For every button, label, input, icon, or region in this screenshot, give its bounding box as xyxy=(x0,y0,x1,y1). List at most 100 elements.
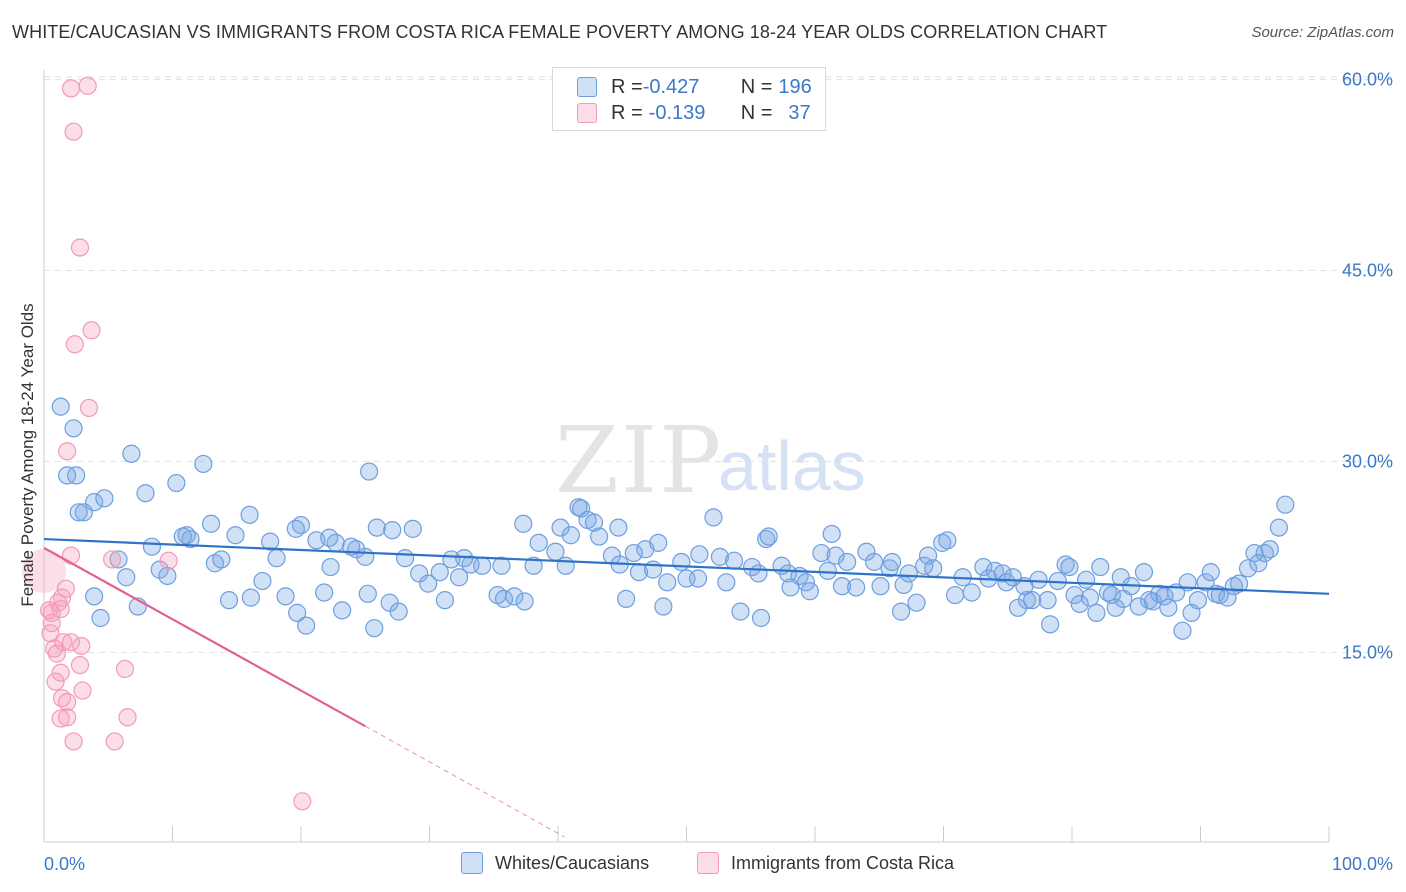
point-costa-rica xyxy=(56,579,75,598)
point-white xyxy=(435,591,455,610)
point-white xyxy=(749,564,768,583)
point-white xyxy=(672,552,691,572)
point-white xyxy=(1065,585,1084,605)
point-white xyxy=(1134,563,1154,582)
point-white xyxy=(1238,559,1258,578)
point-white xyxy=(515,592,534,611)
point-white xyxy=(85,587,104,606)
point-white xyxy=(367,518,386,537)
point-white xyxy=(74,503,93,522)
point-white xyxy=(58,466,77,485)
point-white xyxy=(315,583,334,602)
point-costa-rica xyxy=(47,644,66,663)
legend-n-label: N = xyxy=(740,75,773,98)
point-white xyxy=(91,608,110,628)
point-white xyxy=(136,484,155,503)
point-white xyxy=(1080,588,1100,607)
point-white xyxy=(95,489,114,508)
point-white xyxy=(173,527,192,546)
point-costa-rica xyxy=(61,633,81,652)
point-white xyxy=(1245,543,1264,563)
y-tick-label: 30.0% xyxy=(1342,451,1393,471)
legend-label-whites: Whites/Caucasians xyxy=(495,852,650,873)
point-white xyxy=(529,533,548,552)
legend-item-costa-rica[interactable]: Immigrants from Costa Rica xyxy=(697,852,954,874)
point-costa-rica xyxy=(58,692,77,712)
point-white xyxy=(288,603,307,622)
source-label: Source: ZipAtlas.com xyxy=(1251,24,1394,41)
point-costa-rica xyxy=(73,681,92,700)
point-white xyxy=(688,569,708,588)
point-white xyxy=(1260,540,1279,559)
point-white xyxy=(945,585,965,605)
watermark-atlas: atlas xyxy=(718,427,866,505)
point-white xyxy=(194,454,213,474)
point-white xyxy=(658,573,677,592)
point-costa-rica xyxy=(51,709,70,728)
point-white xyxy=(212,550,231,569)
point-white xyxy=(241,588,260,607)
point-costa-rica xyxy=(54,633,73,652)
point-white xyxy=(430,563,449,582)
point-white xyxy=(1129,597,1148,616)
legend-n-label: N = xyxy=(740,101,773,124)
point-white xyxy=(654,597,673,616)
point-white xyxy=(924,559,943,578)
point-costa-rica xyxy=(46,672,65,691)
point-costa-rica xyxy=(105,732,124,751)
point-white xyxy=(51,397,70,416)
point-white xyxy=(717,573,736,592)
legend-row-whites: R = -0.427 N = 196 xyxy=(577,74,812,100)
point-white xyxy=(796,573,816,592)
point-white xyxy=(865,552,884,572)
point-white xyxy=(219,591,239,610)
x-tick-label-min: 0.0% xyxy=(44,854,85,874)
legend-r-value: -0.427 xyxy=(642,75,700,98)
point-white xyxy=(584,513,604,532)
gridlines xyxy=(44,76,1392,653)
point-costa-rica xyxy=(103,550,122,569)
axes xyxy=(43,70,1330,843)
trendline-whites xyxy=(43,537,1330,595)
point-costa-rica xyxy=(45,639,64,658)
point-white xyxy=(546,542,565,561)
point-white xyxy=(974,557,993,577)
point-white xyxy=(492,556,511,575)
point-costa-rica xyxy=(72,636,91,656)
point-white xyxy=(524,556,543,575)
point-white xyxy=(365,619,384,638)
point-white xyxy=(514,514,533,533)
point-white xyxy=(1159,598,1178,617)
point-white xyxy=(122,444,141,463)
point-white xyxy=(117,568,136,587)
point-white xyxy=(891,602,911,621)
point-white xyxy=(624,543,643,563)
point-white xyxy=(1249,554,1268,573)
point-costa-rica xyxy=(70,238,90,257)
point-white xyxy=(812,543,831,563)
point-white xyxy=(993,564,1012,583)
chart-title: WHITE/CAUCASIAN VS IMMIGRANTS FROM COSTA… xyxy=(12,22,1108,42)
legend-item-whites[interactable]: Whites/Caucasians xyxy=(461,852,649,874)
point-white xyxy=(704,508,723,527)
point-costa-rica xyxy=(61,79,81,98)
point-white xyxy=(253,571,272,591)
legend-swatch-whites xyxy=(577,77,597,97)
point-white xyxy=(907,593,926,612)
point-white xyxy=(778,564,798,583)
point-white xyxy=(933,533,952,552)
legend-r-label: R = xyxy=(611,75,643,98)
point-white xyxy=(1060,557,1079,577)
trendline-costa-rica-extension xyxy=(365,725,565,838)
y-tick-labels: 15.0% 30.0% 45.0% 60.0% xyxy=(1342,70,1393,663)
point-white xyxy=(1041,615,1060,634)
point-white xyxy=(240,505,259,524)
point-white xyxy=(690,545,709,564)
point-white xyxy=(649,533,668,552)
point-costa-rica xyxy=(58,442,77,461)
point-costa-rica xyxy=(78,76,97,95)
point-white xyxy=(473,556,492,575)
point-white xyxy=(158,566,177,586)
point-white xyxy=(1023,591,1042,610)
legend-row-costa-rica: R = -0.139 N = 37 xyxy=(577,100,811,126)
